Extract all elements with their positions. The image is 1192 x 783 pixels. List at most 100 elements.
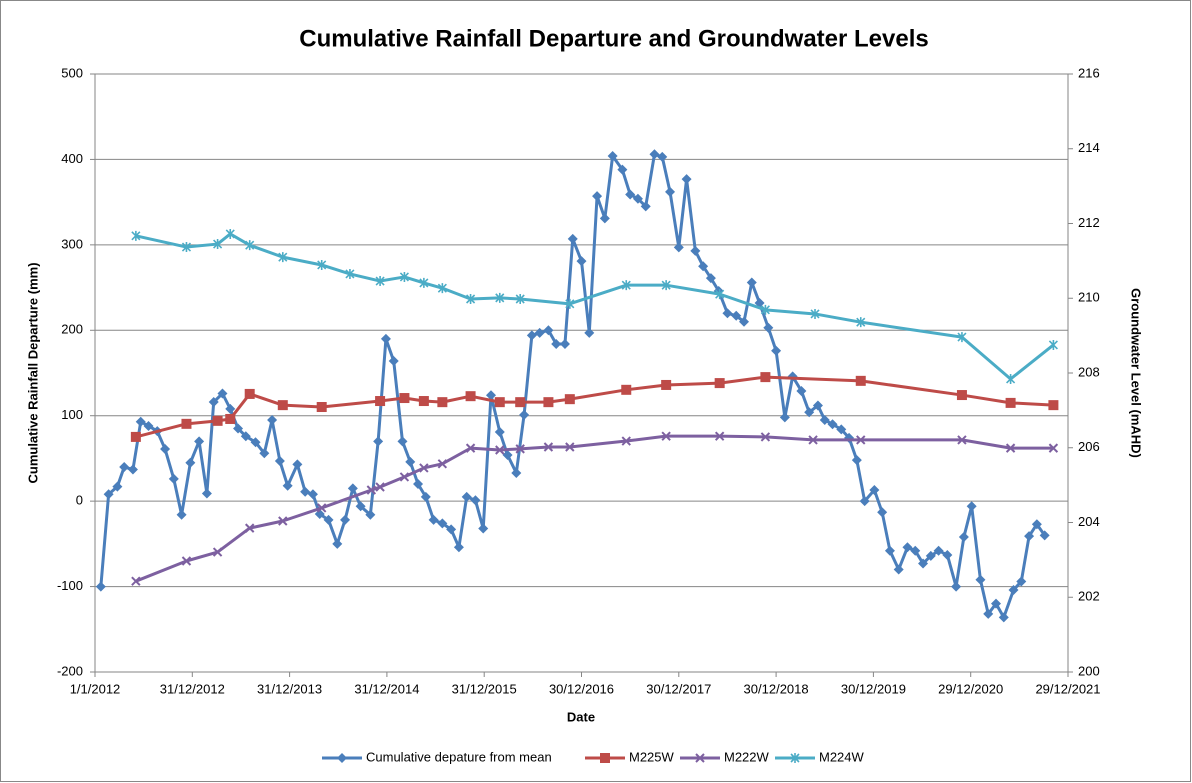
- data-point: [413, 479, 424, 490]
- data-point: [1005, 443, 1016, 453]
- data-point: [808, 435, 818, 445]
- data-point: [375, 482, 385, 492]
- data-point: [340, 514, 351, 525]
- data-point: [690, 245, 701, 256]
- data-point: [851, 455, 862, 466]
- data-point: [827, 419, 838, 430]
- data-point: [397, 436, 408, 447]
- data-point: [661, 379, 672, 390]
- data-point: [599, 213, 610, 224]
- data-point: [933, 545, 944, 556]
- data-point: [347, 483, 358, 494]
- data-point: [534, 327, 545, 338]
- legend-marker: [600, 753, 610, 763]
- data-point: [213, 239, 223, 250]
- data-point: [760, 304, 770, 315]
- data-point: [1031, 519, 1042, 530]
- data-point: [543, 325, 554, 336]
- data-point: [983, 608, 994, 619]
- data-point: [640, 201, 651, 212]
- data-point: [277, 400, 288, 411]
- data-point: [1048, 339, 1058, 350]
- data-point: [779, 412, 790, 423]
- data-point: [225, 413, 236, 424]
- data-point: [565, 298, 575, 309]
- data-point: [181, 418, 192, 429]
- y2-tick-label: 212: [1078, 215, 1100, 230]
- x-tick-label: 30/12/2019: [841, 681, 906, 696]
- data-point: [366, 485, 377, 495]
- data-point: [812, 400, 823, 411]
- x-tick-label: 1/1/2012: [70, 681, 121, 696]
- y2-tick-label: 202: [1078, 589, 1100, 604]
- x-axis-label: Date: [567, 709, 595, 724]
- data-point: [910, 545, 921, 556]
- data-point: [437, 283, 447, 294]
- data-point: [951, 581, 962, 592]
- data-point: [621, 436, 631, 446]
- data-point: [661, 431, 671, 441]
- data-point: [375, 396, 386, 407]
- data-point: [722, 308, 733, 319]
- data-point: [621, 280, 631, 291]
- data-point: [649, 149, 660, 160]
- data-point: [746, 277, 757, 288]
- data-point: [465, 391, 476, 402]
- data-point: [399, 271, 409, 282]
- data-point: [461, 491, 472, 502]
- data-point: [576, 256, 587, 267]
- data-point: [810, 308, 820, 319]
- data-point: [428, 514, 439, 525]
- data-point: [446, 524, 457, 535]
- data-point: [127, 464, 138, 475]
- data-point: [998, 612, 1009, 623]
- data-point: [250, 437, 261, 448]
- data-point: [274, 455, 285, 466]
- data-point: [437, 397, 448, 408]
- data-point: [278, 516, 288, 526]
- data-point: [1008, 584, 1019, 595]
- y-tick-label: 200: [61, 322, 83, 337]
- data-point: [494, 426, 505, 437]
- data-point: [208, 397, 219, 408]
- data-point: [632, 193, 643, 204]
- data-point: [625, 189, 636, 200]
- data-point: [502, 450, 513, 461]
- data-point: [316, 402, 327, 413]
- data-point: [355, 501, 366, 512]
- data-point: [317, 503, 327, 513]
- data-point: [567, 233, 578, 244]
- data-point: [859, 496, 870, 507]
- data-point: [836, 424, 847, 435]
- data-point: [957, 332, 967, 343]
- x-tick-label: 29/12/2020: [938, 681, 1003, 696]
- data-point: [957, 435, 967, 445]
- data-point: [470, 495, 481, 506]
- data-point: [259, 448, 270, 459]
- data-point: [760, 432, 771, 442]
- data-point: [143, 420, 154, 431]
- data-point: [419, 463, 429, 473]
- data-point: [515, 293, 525, 304]
- data-point: [233, 423, 244, 434]
- data-point: [135, 416, 146, 427]
- data-point: [714, 378, 725, 389]
- data-point: [292, 459, 303, 470]
- data-point: [244, 388, 255, 399]
- data-point: [617, 164, 628, 175]
- x-tick-label: 31/12/2015: [452, 681, 517, 696]
- chart-title: Cumulative Rainfall Departure and Ground…: [299, 25, 928, 52]
- data-point: [160, 444, 171, 455]
- x-tick-label: 29/12/2021: [1035, 681, 1100, 696]
- data-point: [131, 576, 141, 586]
- data-point: [437, 518, 448, 529]
- data-point: [565, 442, 575, 452]
- y-tick-label: 400: [61, 151, 83, 166]
- legend-label: M222W: [724, 749, 770, 764]
- y2-tick-label: 216: [1078, 65, 1100, 80]
- data-point: [345, 268, 355, 279]
- data-point: [420, 491, 431, 502]
- data-point: [1005, 397, 1016, 408]
- x-tick-label: 30/12/2016: [549, 681, 614, 696]
